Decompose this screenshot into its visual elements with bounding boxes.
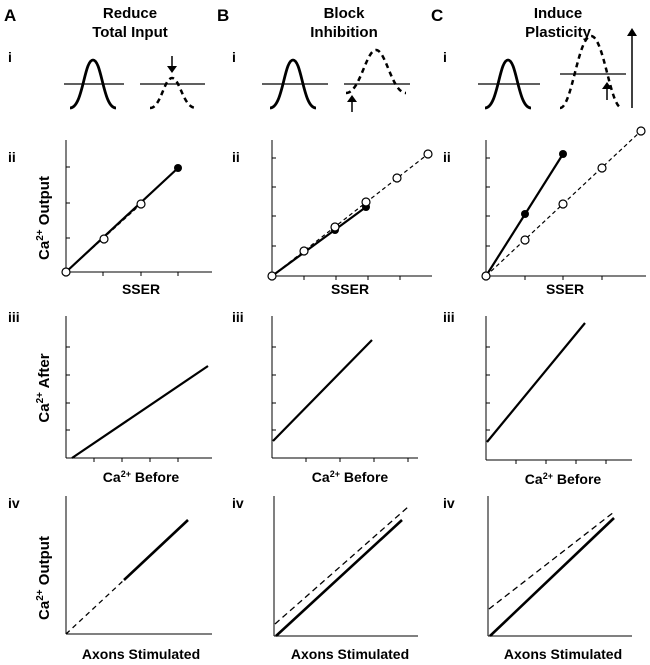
ylabel-ca-after: Ca2+ After — [35, 353, 53, 422]
column-c-title-line1: Induce — [534, 5, 582, 22]
transfer-line — [486, 322, 586, 443]
data-point-open — [361, 197, 371, 207]
panel-c-i-schematic — [478, 28, 637, 110]
data-point-open — [597, 163, 607, 173]
column-a-title-line2: Total Input — [92, 24, 168, 41]
panel-a-iii-plot: Ca2+ Before — [65, 316, 212, 485]
control-curve — [69, 58, 117, 110]
xlabel-ca-before-a: Ca2+ Before — [103, 469, 180, 485]
control-curve — [269, 58, 317, 110]
data-point-origin — [267, 271, 277, 281]
control-series-line — [123, 519, 189, 581]
row-iii-label-a: iii — [8, 309, 20, 325]
disinhibited-series-line — [271, 153, 429, 277]
row-ii-label-b: ii — [232, 149, 240, 165]
arrowhead-icon — [347, 95, 357, 102]
row-iii-label-b: iii — [232, 309, 244, 325]
row-ii-label-c: ii — [443, 149, 451, 165]
panel-a-i-schematic — [64, 56, 205, 110]
arrowhead-icon — [602, 82, 612, 89]
column-c-title-line2: Plasticity — [525, 24, 592, 41]
data-point-open — [558, 199, 568, 209]
column-c-header: C Induce Plasticity — [431, 5, 592, 41]
column-b-letter: B — [217, 6, 229, 25]
data-point-open — [299, 246, 309, 256]
data-point-open — [99, 234, 109, 244]
panel-b-iii-plot: Ca2+ Before — [271, 316, 418, 485]
column-b-header: B Block Inhibition — [217, 5, 378, 41]
potentiated-curve — [559, 34, 623, 110]
arrowhead-icon — [167, 66, 177, 73]
panel-c-iii-plot: Ca2+ Before — [485, 316, 632, 487]
panel-c-iv-plot: Axons Stimulated — [487, 496, 632, 662]
row-i-label-a: i — [8, 49, 12, 65]
panel-c-ii-plot: SSER — [481, 126, 646, 297]
xlabel-sser-b: SSER — [331, 281, 369, 297]
xlabel-axons-a: Axons Stimulated — [82, 646, 200, 662]
data-point-open — [330, 222, 340, 232]
data-point-open — [520, 235, 530, 245]
xlabel-sser-a: SSER — [122, 281, 160, 297]
xlabel-axons-b: Axons Stimulated — [291, 646, 409, 662]
control-series-line — [65, 167, 179, 273]
data-point-filled — [521, 210, 529, 218]
column-c-letter: C — [431, 6, 443, 25]
transfer-line — [272, 339, 373, 442]
row-i-label-c: i — [443, 49, 447, 65]
xlabel-ca-before-c: Ca2+ Before — [525, 471, 602, 487]
control-series-line — [271, 206, 367, 277]
panel-b-iv-plot: Axons Stimulated — [273, 496, 418, 662]
row-iv-label-b: iv — [232, 495, 244, 511]
potentiated-series-line — [488, 511, 615, 610]
row-iii-label-c: iii — [443, 309, 455, 325]
transfer-line — [71, 365, 209, 459]
panel-a-iv-plot: Axons Stimulated — [65, 496, 212, 662]
column-a-letter: A — [4, 6, 16, 25]
column-a-header: A Reduce Total Input — [4, 5, 168, 41]
row-ii: ii ii ii Ca2+ Output SSER — [8, 126, 646, 297]
data-point-open — [136, 199, 146, 209]
reduced-curve — [149, 76, 197, 110]
panel-b-ii-plot: SSER — [267, 140, 433, 297]
column-b-title-line1: Block — [324, 5, 366, 22]
ylabel-ca-output-iv: Ca2+ Output — [35, 536, 53, 620]
column-a-title-line1: Reduce — [103, 5, 157, 22]
data-point-open — [636, 126, 646, 136]
row-iv-label-a: iv — [8, 495, 20, 511]
disinhibited-curve — [345, 48, 407, 95]
xlabel-ca-before-b: Ca2+ Before — [312, 469, 389, 485]
control-series-line — [489, 517, 615, 637]
row-i-label-b: i — [232, 49, 236, 65]
row-iv: iv iv iv Ca2+ Output Axons Stimulated Ax… — [8, 495, 632, 662]
data-point-filled — [174, 164, 182, 172]
data-point-origin — [481, 271, 491, 281]
data-point-origin — [61, 267, 71, 277]
xlabel-sser-c: SSER — [546, 281, 584, 297]
row-ii-label-a: ii — [8, 149, 16, 165]
row-iv-label-c: iv — [443, 495, 455, 511]
data-point-open — [423, 149, 433, 159]
row-iii: iii iii iii Ca2+ After Ca2+ Before — [8, 309, 632, 487]
panel-b-i-schematic — [262, 48, 410, 112]
data-point-open — [392, 173, 402, 183]
control-series-line — [275, 519, 403, 637]
row-i: i i i — [8, 28, 637, 112]
column-b-title-line2: Inhibition — [310, 24, 377, 41]
xlabel-axons-c: Axons Stimulated — [504, 646, 622, 662]
arrowhead-icon — [627, 28, 637, 36]
disinhibited-series-line — [274, 506, 409, 625]
control-curve — [484, 58, 532, 110]
ylabel-ca-output-ii: Ca2+ Output — [35, 176, 53, 260]
reduced-series-line — [65, 579, 125, 635]
data-point-filled — [559, 150, 567, 158]
panel-a-ii-plot: SSER — [61, 140, 212, 297]
